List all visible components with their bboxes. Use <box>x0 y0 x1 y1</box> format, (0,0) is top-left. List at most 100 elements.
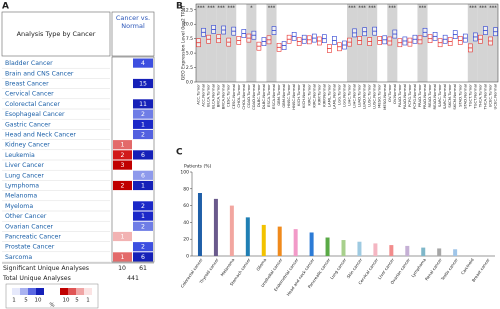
panel-label: C <box>176 148 183 158</box>
significance-band <box>387 4 398 82</box>
cell-down <box>133 119 153 129</box>
y-tick-label: 0.0 <box>186 80 193 86</box>
x-tick-label: LUAD.Normal <box>362 84 367 109</box>
significance-band <box>196 4 207 82</box>
cell-value: 2 <box>121 183 125 190</box>
significance-band <box>206 4 217 82</box>
cell-down <box>133 252 153 262</box>
x-tick-label: LIHC.Normal <box>352 84 357 108</box>
summary-value: 441 <box>127 275 139 282</box>
significance-band <box>347 4 358 82</box>
x-tick-label: OV.Tumor <box>387 84 392 102</box>
cell-up <box>113 160 132 170</box>
cell-value: 1 <box>141 121 145 128</box>
x-tick-label: KIRC.Normal <box>311 84 316 108</box>
x-tick-label: LAML.Normal <box>331 84 336 109</box>
cancer-name: Pancreatic Cancer <box>5 234 61 241</box>
panel-label: A <box>2 2 9 12</box>
y-tick-label: 5.0 <box>186 51 193 57</box>
x-tick-label: DLBC.Normal <box>261 84 266 109</box>
bar <box>373 243 378 256</box>
cell-up <box>113 150 132 160</box>
x-tick-label: KIRP.Tumor <box>316 84 321 105</box>
x-tick-label: STAD.Normal <box>462 84 467 109</box>
cell-value: 1 <box>121 254 125 261</box>
cell-value: 2 <box>141 111 145 118</box>
x-tick-label: READ.Tumor <box>427 84 432 108</box>
x-tick-label: UCEC.Normal <box>492 84 497 109</box>
x-tick-label: DLBC.Tumor <box>256 84 261 108</box>
y-tick-label: 10.0 <box>183 22 193 28</box>
cancer-name: Head and Neck Cancer <box>5 132 76 139</box>
cell-value: 6 <box>141 152 145 159</box>
legend-swatch <box>36 288 44 295</box>
x-tick-label: ACC.Normal <box>201 84 206 107</box>
legend-label: 10 <box>63 298 70 304</box>
legend-label: 5 <box>75 298 79 304</box>
x-tick-label: LUAD.Tumor <box>357 84 362 108</box>
significance-label: *** <box>227 6 235 12</box>
significance-band <box>266 4 277 82</box>
cell-value: 4 <box>141 60 145 67</box>
significance-label: *** <box>217 6 225 12</box>
legend-label: 10 <box>35 298 42 304</box>
cell-down <box>133 242 153 252</box>
cell-value: 1 <box>141 183 145 190</box>
x-tick-label: LAML.Tumor <box>326 84 331 108</box>
legend-swatch <box>60 288 68 295</box>
cell-up <box>113 231 132 242</box>
cancer-name: Prostate Cancer <box>5 244 55 251</box>
legend-swatch <box>28 288 36 295</box>
cell-up <box>113 140 132 150</box>
x-tick-label: CESC.Tumor <box>226 84 231 107</box>
bar <box>293 229 298 256</box>
cancer-name: Leukemia <box>5 152 35 159</box>
x-tick-label: THCA.Normal <box>482 84 487 110</box>
cell-down <box>133 109 153 119</box>
legend-frame <box>5 283 99 309</box>
legend-swatch <box>84 288 92 295</box>
x-tick-label: SARC.Normal <box>442 84 447 109</box>
y-axis-label: Patients (%) <box>184 164 211 170</box>
bar <box>309 232 314 256</box>
cancer-name: Other Cancer <box>5 213 47 220</box>
y-tick-label: 60 <box>183 203 189 209</box>
cell-value: 1 <box>121 234 125 241</box>
table-title: Analysis Type by Cancer <box>17 30 96 38</box>
y-tick-label: 12.5 <box>183 7 193 13</box>
cancer-name: Sarcoma <box>5 254 32 261</box>
y-tick-label: 80 <box>183 186 189 192</box>
x-tick-label: UCEC.Tumor <box>487 84 492 108</box>
bar <box>389 245 394 256</box>
significance-label: *** <box>348 6 356 12</box>
cancer-name: Brain and CNS Cancer <box>5 70 74 77</box>
cell-value: 11 <box>139 101 147 108</box>
x-tick-label: HNSC.Tumor <box>286 84 291 108</box>
cell-down <box>133 201 153 211</box>
significance-band <box>467 4 478 82</box>
legend-unit: % <box>49 303 54 309</box>
legend-label: 1 <box>86 298 90 304</box>
column-header: Cancer vs. Normal <box>115 14 151 30</box>
legend-swatch <box>20 288 28 295</box>
summary-value: 61 <box>139 265 147 272</box>
cell-value: 6 <box>141 172 145 179</box>
significance-label: *** <box>268 6 276 12</box>
bar <box>341 240 346 256</box>
panel-label: B <box>176 2 183 12</box>
x-tick-label: Glioma <box>255 257 268 272</box>
x-tick-label: PRAD.Normal <box>422 84 427 109</box>
cancer-name: Breast Cancer <box>5 81 49 88</box>
x-tick-label: PRAD.Tumor <box>417 84 422 108</box>
significance-band <box>216 4 227 82</box>
x-tick-label: TGCT.Normal <box>472 84 477 110</box>
cancer-name: Ovarian Cancer <box>5 223 54 230</box>
bar <box>261 224 266 256</box>
cell-up <box>113 180 132 191</box>
x-tick-label: SKCM.Normal <box>452 84 457 110</box>
y-tick-label: 0 <box>186 254 189 260</box>
x-tick-label: MESO.Tumor <box>377 84 382 108</box>
bar <box>229 205 234 256</box>
x-tick-label: ESCA.Tumor <box>266 84 271 107</box>
significance-label: *** <box>479 6 487 12</box>
